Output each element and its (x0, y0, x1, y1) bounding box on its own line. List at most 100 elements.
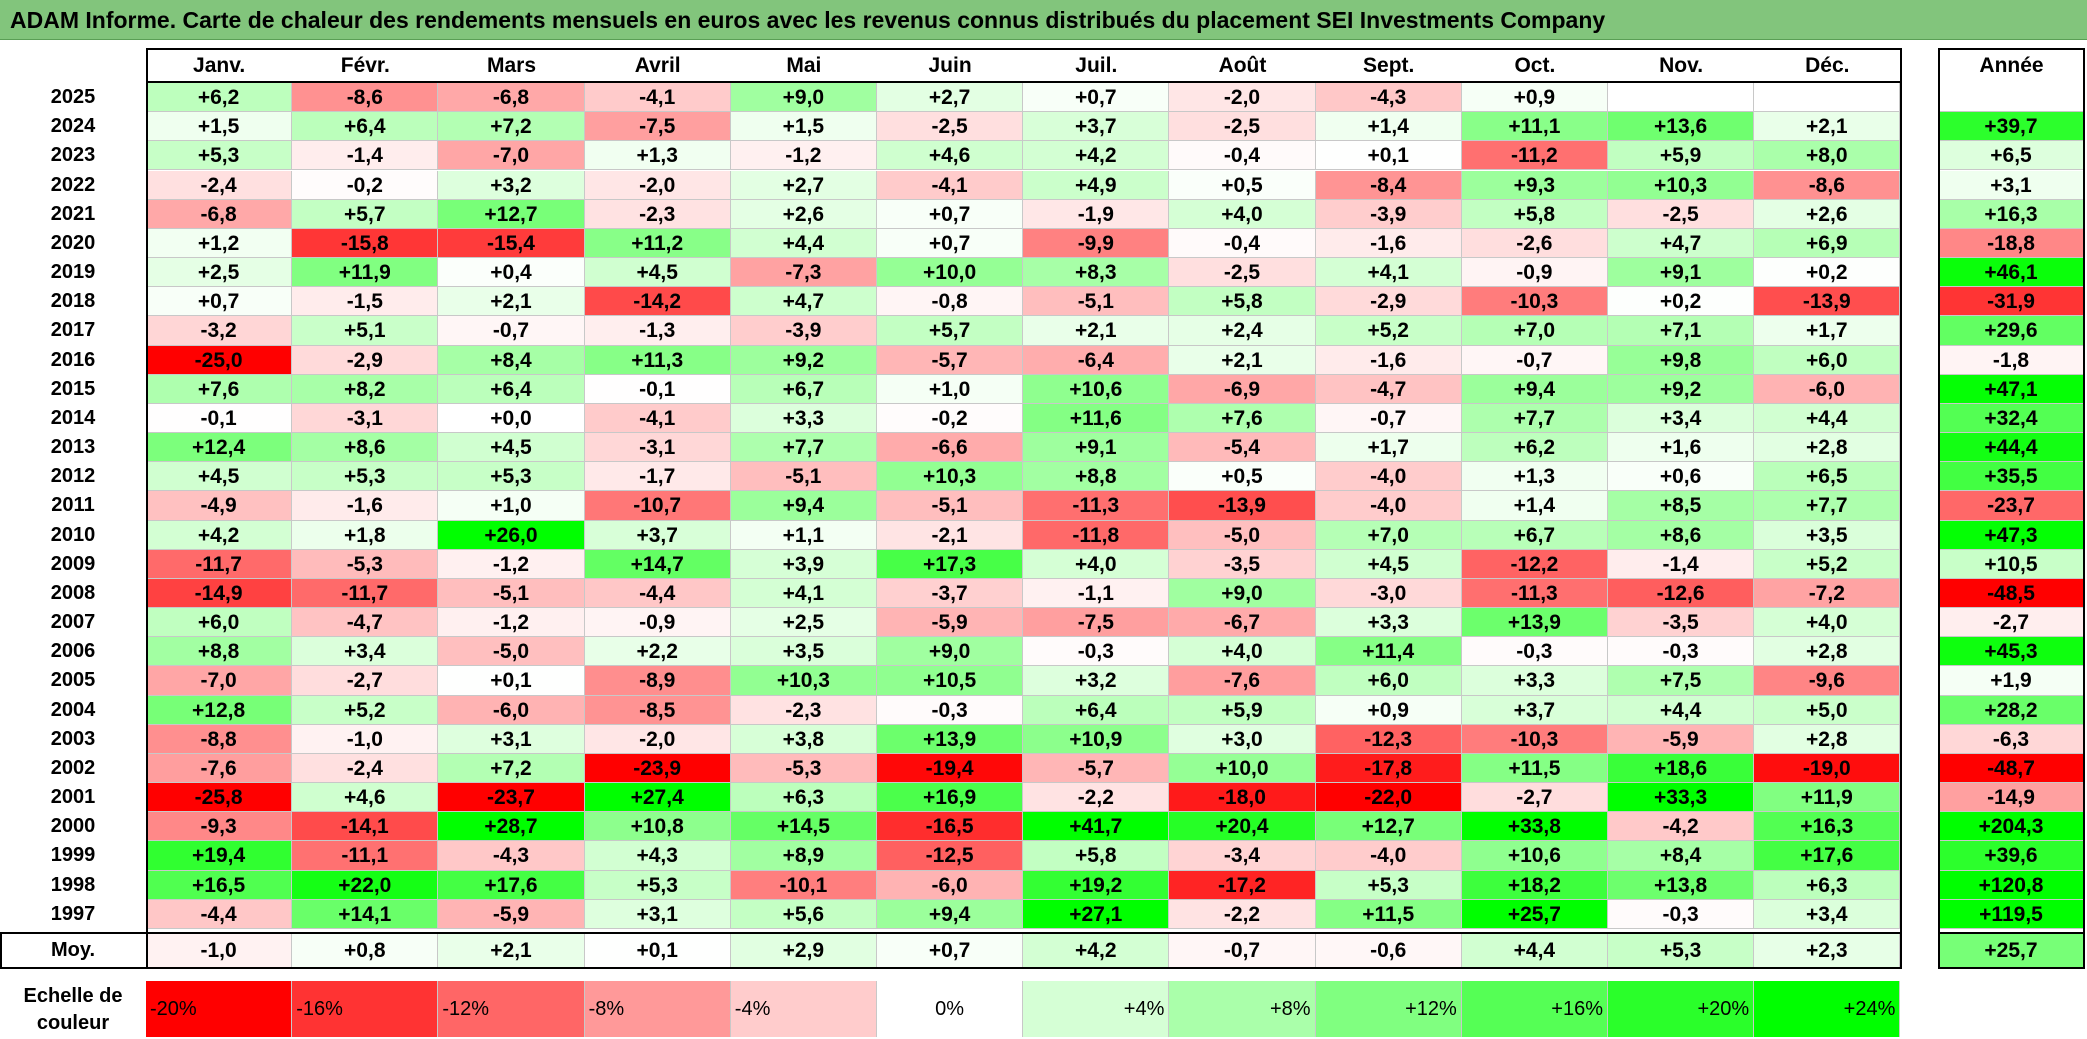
average-cell: +4,2 (1023, 933, 1170, 968)
year-label: 2020 (50, 231, 96, 254)
heatmap-cell: -0,7 (438, 316, 585, 346)
heatmap-cell: -10,3 (1461, 287, 1608, 317)
average-cell: +4,4 (1461, 933, 1608, 968)
average-cell: +2,9 (730, 933, 877, 968)
heatmap-cell: -5,9 (877, 608, 1024, 638)
heatmap-cell: +33,8 (1461, 812, 1608, 842)
heatmap-cell: -15,8 (292, 228, 439, 258)
heatmap-cell: +0,9 (1315, 695, 1462, 725)
heatmap-cell: -0,2 (877, 403, 1024, 434)
average-label: Moy. (50, 939, 96, 961)
heatmap-cell: +8,0 (1754, 141, 1901, 171)
heatmap-cell: +9,2 (1608, 374, 1755, 404)
heatmap-cell: +33,3 (1608, 783, 1755, 813)
month-header: Oct. (1514, 54, 1556, 77)
scale-swatch: +24% (1754, 981, 1901, 1037)
scale-swatch: -4% (730, 981, 877, 1037)
heatmap-cell: +3,5 (730, 637, 877, 667)
heatmap-cell: +14,7 (584, 549, 731, 579)
heatmap-cell: +12,4 (146, 433, 293, 463)
heatmap-cell: +2,8 (1754, 724, 1901, 754)
heatmap-cell: +2,6 (730, 199, 877, 229)
heatmap-cell: +11,9 (1754, 783, 1901, 813)
heatmap-cell: +3,3 (730, 403, 877, 434)
heatmap-cell: +0,5 (1169, 462, 1316, 492)
heatmap-cell: +1,0 (877, 374, 1024, 404)
heatmap-cell: +13,6 (1608, 112, 1755, 142)
heatmap-cell: +3,0 (1169, 724, 1316, 754)
heatmap-cell: +27,4 (584, 783, 731, 813)
heatmap-cell: +5,3 (1315, 870, 1462, 900)
heatmap-cell: -5,3 (292, 549, 439, 579)
heatmap-cell: +8,2 (292, 374, 439, 404)
heatmap-cell: +9,4 (877, 899, 1024, 929)
heatmap-cell: -1,6 (1315, 228, 1462, 258)
heatmap-cell: +10,9 (1023, 724, 1170, 754)
year-label: 2003 (50, 727, 96, 750)
heatmap-cell: -4,9 (146, 491, 293, 521)
heatmap-cell: -3,4 (1169, 841, 1316, 871)
heatmap-cell: +6,3 (1754, 870, 1901, 900)
heatmap-cell: +26,0 (438, 520, 585, 550)
heatmap-cell: +2,1 (1754, 112, 1901, 142)
heatmap-cell: -4,1 (877, 170, 1024, 200)
heatmap-cell: +28,7 (438, 812, 585, 842)
average-cell: +0,8 (292, 933, 439, 968)
heatmap-cell: +10,3 (1608, 170, 1755, 200)
heatmap-cell: +8,3 (1023, 258, 1170, 288)
heatmap-cell: -2,6 (1461, 228, 1608, 258)
heatmap-cell: -5,1 (730, 462, 877, 492)
heatmap-cell: -23,7 (438, 783, 585, 813)
heatmap-cell: +4,1 (1315, 258, 1462, 288)
heatmap-cell: -7,5 (584, 112, 731, 142)
heatmap-cell: -1,5 (292, 287, 439, 317)
heatmap-cell: -10,3 (1461, 724, 1608, 754)
heatmap-cell: +11,1 (1461, 112, 1608, 142)
heatmap-cell: -10,1 (730, 870, 877, 900)
heatmap-cell: -5,7 (1023, 753, 1170, 784)
heatmap-cell: +7,1 (1608, 316, 1755, 346)
heatmap-cell (1754, 83, 1901, 113)
average-cell: +2,1 (438, 933, 585, 968)
heatmap-cell: +9,0 (877, 637, 1024, 667)
heatmap-cell: +10,6 (1461, 841, 1608, 871)
heatmap-cell: +4,2 (146, 520, 293, 550)
heatmap-cell: +0,4 (438, 258, 585, 288)
heatmap-cell: -4,7 (292, 608, 439, 638)
heatmap-cell: +20,4 (1169, 812, 1316, 842)
heatmap-cell: -23,9 (584, 753, 731, 784)
heatmap-cell: +6,7 (1461, 520, 1608, 550)
heatmap-cell: -6,0 (877, 870, 1024, 900)
heatmap-cell: -0,9 (584, 608, 731, 638)
heatmap-cell: +4,9 (1023, 170, 1170, 200)
heatmap-cell: -1,6 (292, 491, 439, 521)
annual-cell: +47,1 (1938, 374, 2085, 404)
month-header: Févr. (340, 54, 390, 77)
heatmap-cell: -14,9 (146, 578, 293, 609)
heatmap-cell: +4,5 (1315, 549, 1462, 579)
heatmap-cell: +11,9 (292, 258, 439, 288)
heatmap-cell: -1,4 (292, 141, 439, 171)
heatmap-cell: -11,7 (292, 578, 439, 609)
scale-swatch: +20% (1608, 981, 1755, 1037)
heatmap-cell: -4,0 (1315, 462, 1462, 492)
heatmap-cell: -1,3 (584, 316, 731, 346)
year-label: 2014 (50, 406, 96, 429)
heatmap-cell: -9,9 (1023, 228, 1170, 258)
heatmap-cell: -6,9 (1169, 374, 1316, 404)
heatmap-cell: +6,0 (1754, 345, 1901, 375)
heatmap-cell: -5,0 (438, 637, 585, 667)
heatmap-cell: +14,5 (730, 812, 877, 842)
heatmap-cell: -8,6 (1754, 170, 1901, 200)
annual-cell: -18,8 (1938, 228, 2085, 258)
heatmap-cell: +5,3 (146, 141, 293, 171)
heatmap-cell: -2,3 (584, 199, 731, 229)
heatmap-cell: +5,8 (1461, 199, 1608, 229)
heatmap-cell: -11,8 (1023, 520, 1170, 550)
heatmap-cell: +0,2 (1754, 258, 1901, 288)
heatmap-cell: -5,1 (438, 578, 585, 609)
heatmap-cell: +1,7 (1754, 316, 1901, 346)
heatmap-cell: -4,0 (1315, 841, 1462, 871)
heatmap-cell: -7,2 (1754, 578, 1901, 609)
scale-swatch: +12% (1315, 981, 1462, 1037)
